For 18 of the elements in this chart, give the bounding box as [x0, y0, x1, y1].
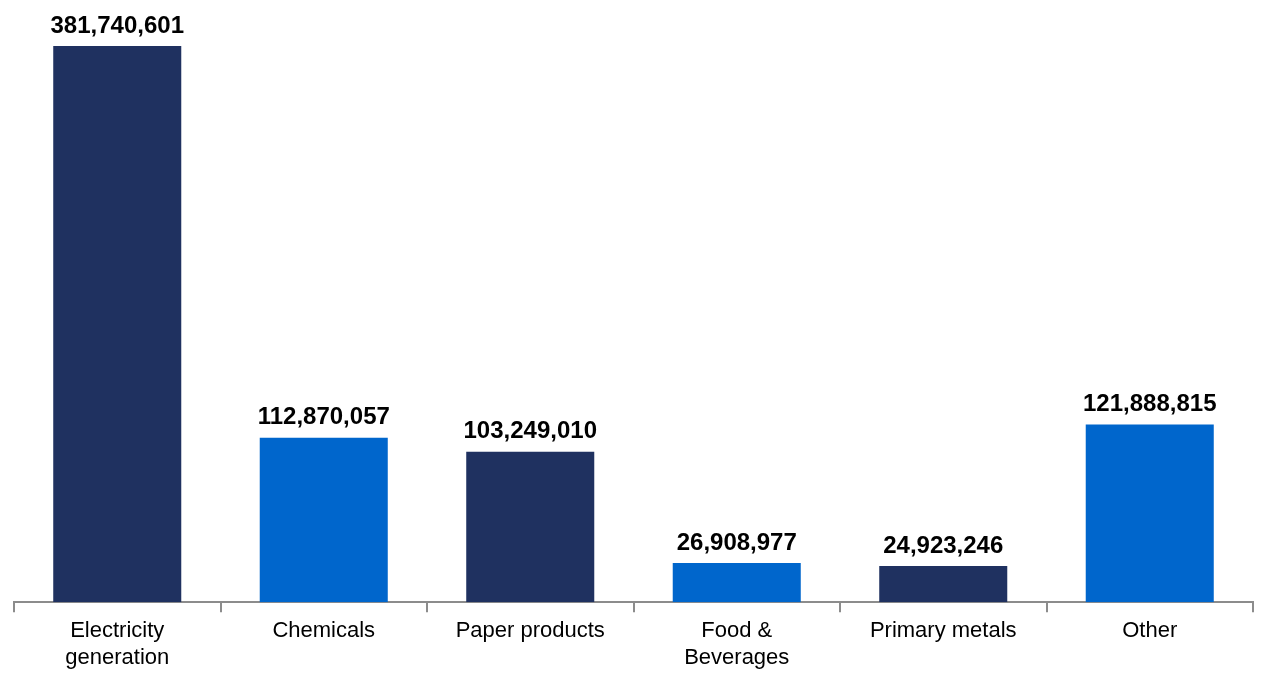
data-label: 381,740,601	[50, 10, 184, 38]
bar	[466, 451, 595, 603]
data-label: 112,870,057	[257, 402, 390, 430]
x-tick-label: Other	[1122, 617, 1178, 643]
x-tick-label: Paper products	[455, 617, 605, 643]
bar	[1085, 424, 1214, 603]
data-label: 24,923,246	[883, 530, 1004, 558]
data-label: 121,888,815	[1083, 389, 1217, 417]
x-tick-label: Chemicals	[272, 617, 376, 643]
bar	[259, 437, 388, 603]
bar	[672, 562, 801, 603]
bar	[879, 565, 1008, 603]
data-label: 26,908,977	[676, 527, 797, 555]
x-tick-label: Food & Beverages	[684, 617, 790, 669]
data-label: 103,249,010	[463, 416, 597, 444]
x-tick-label: Primary metals	[869, 617, 1017, 643]
bar	[53, 46, 182, 603]
x-tick-label: Electricity generation	[65, 617, 170, 669]
